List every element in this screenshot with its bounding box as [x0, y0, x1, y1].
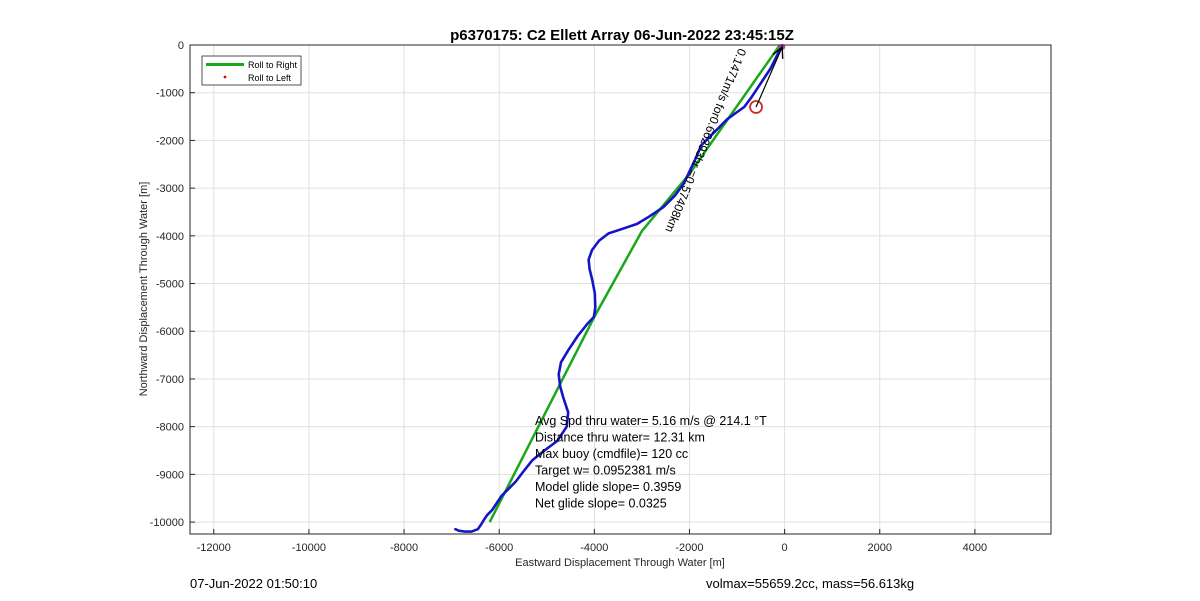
x-tick-label: -12000: [197, 542, 231, 554]
y-tick-label: -2000: [156, 135, 184, 147]
x-tick-label: 4000: [963, 542, 987, 554]
x-tick-label: -4000: [580, 542, 608, 554]
y-tick-label: -1000: [156, 88, 184, 100]
x-tick-label: 0: [782, 542, 788, 554]
x-tick-label: -10000: [292, 542, 326, 554]
y-axis-label: Northward Displacement Through Water [m]: [138, 182, 150, 397]
chart-title: p6370175: C2 Ellett Array 06-Jun-2022 23…: [450, 27, 794, 44]
legend-roll-left-swatch: [223, 75, 227, 79]
x-tick-label: -8000: [390, 542, 418, 554]
y-tick-label: -8000: [156, 422, 184, 434]
stat-annotation: Target w= 0.0952381 m/s: [535, 464, 676, 478]
y-tick-label: -9000: [156, 469, 184, 481]
x-tick-label: 2000: [868, 542, 892, 554]
plot-box: [189, 44, 1052, 535]
y-tick-label: -6000: [156, 326, 184, 338]
plot-background: [190, 45, 1051, 534]
legend-roll-left-label: Roll to Left: [248, 73, 292, 83]
chart: -12000 -10000 -8000 -6000 -4000 -2000 0 2000 400…: [138, 27, 1052, 569]
stat-annotation: Model glide slope= 0.3959: [535, 480, 681, 494]
stat-annotation: Net glide slope= 0.0325: [535, 497, 667, 511]
y-tick-label: -4000: [156, 231, 184, 243]
y-tick-label: -3000: [156, 183, 184, 195]
series: [454, 44, 784, 533]
y-tick-label: -5000: [156, 279, 184, 291]
ticks: -12000 -10000 -8000 -6000 -4000 -2000 0 2000 400…: [150, 40, 987, 554]
surfacing-circle-marker: [749, 100, 763, 114]
x-axis-label: Eastward Displacement Through Water [m]: [515, 557, 725, 569]
legend: Roll to Right Roll to Left: [201, 55, 302, 86]
y-tick-label: 0: [178, 40, 184, 52]
series-glider-track: [454, 44, 784, 533]
x-tick-label: -2000: [675, 542, 703, 554]
x-tick-label: -6000: [485, 542, 513, 554]
drift-arrow-head: [772, 45, 784, 59]
annotations: Avg Spd thru water= 5.16 m/s @ 214.1 °T D…: [535, 414, 767, 511]
drift-arrow-shaft: [755, 46, 783, 108]
stat-annotation: Avg Spd thru water= 5.16 m/s @ 214.1 °T: [535, 414, 767, 428]
footer-timestamp: 07-Jun-2022 01:50:10: [190, 576, 318, 591]
y-tick-label: -10000: [150, 517, 184, 529]
y-tick-label: -7000: [156, 374, 184, 386]
stat-annotation: Distance thru water= 12.31 km: [535, 431, 705, 445]
legend-roll-right-label: Roll to Right: [248, 60, 298, 70]
stat-annotation: Max buoy (cmdfile)= 120 cc: [535, 447, 688, 461]
legend-box: [201, 55, 302, 86]
footer-volmax-mass: volmax=55659.2cc, mass=56.613kg: [706, 576, 915, 591]
